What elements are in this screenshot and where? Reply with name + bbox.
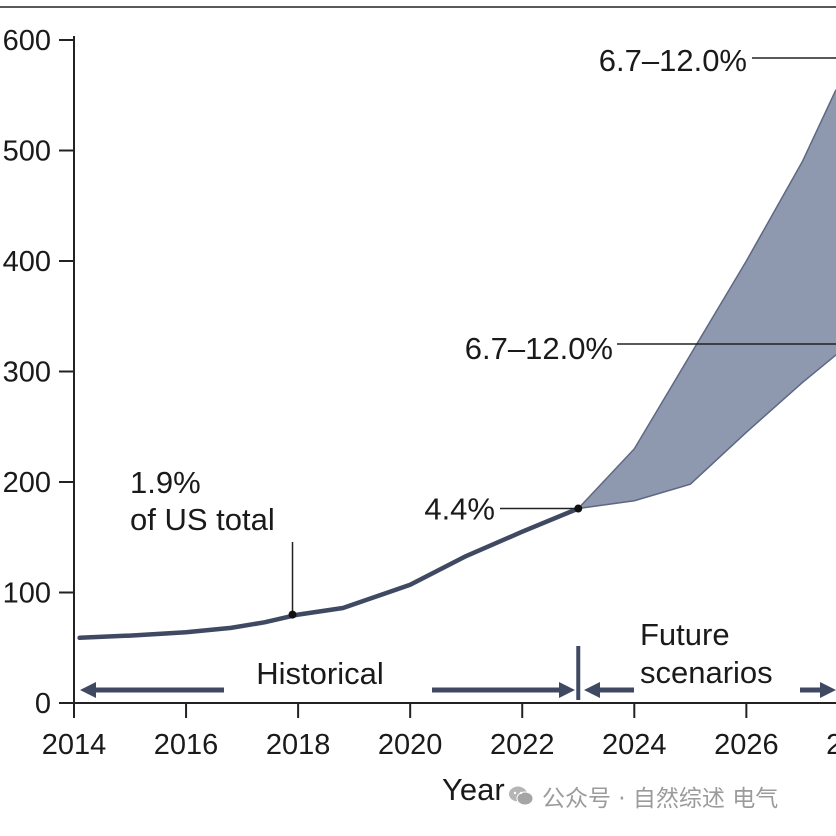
historical-arrow-right-head (559, 682, 575, 698)
y-tick-label: 300 (3, 357, 51, 389)
future-label: scenarios (640, 655, 773, 690)
band-area (578, 89, 836, 509)
y-tick-label: 500 (3, 136, 51, 168)
annotation-point (288, 610, 297, 619)
historical-label: Historical (256, 656, 383, 691)
annotation-point (574, 504, 583, 513)
band-lower-edge (578, 354, 836, 510)
x-tick-label: 2026 (714, 729, 779, 761)
wechat-icon (509, 786, 534, 806)
annotation-label: 1.9% (130, 465, 201, 500)
annotations: 1.9%of US total 4.4% 6.7–12.0% 6.7–12.0% (130, 43, 836, 619)
band-upper-edge (577, 89, 836, 510)
watermark: 公众号 · 自然综述 电气 (508, 780, 778, 812)
future-arrow-right-head (820, 682, 836, 698)
y-tick-label: 100 (3, 578, 51, 610)
y-tick-label: 200 (3, 467, 51, 499)
historical-arrow-left-head (80, 682, 96, 698)
axes: 0 100 200 300 400 500 600 2014 2016 2018 2020 2022 2… (3, 25, 836, 761)
future-arrow-left-head (584, 682, 600, 698)
annotation-label: 6.7–12.0% (599, 43, 747, 78)
y-tick-label: 400 (3, 246, 51, 278)
watermark-text: 公众号 · 自然综述 电气 (542, 786, 779, 812)
x-tick-label: 2022 (490, 729, 555, 761)
annotation-label: of US total (130, 502, 275, 537)
x-tick-label: 2014 (42, 729, 107, 761)
x-tick-label: 2018 (266, 729, 331, 761)
x-tick-label: 2024 (602, 729, 667, 761)
x-axis-title: Year (442, 772, 505, 807)
future-label: Future (640, 617, 730, 652)
historical-series (77, 506, 581, 641)
y-tick-label: 0 (35, 688, 51, 720)
x-tick-label: 2020 (378, 729, 443, 761)
series-line (77, 506, 581, 641)
annotation-label: 4.4% (424, 492, 495, 527)
annotation-label: 6.7–12.0% (465, 331, 613, 366)
x-tick-label: 2016 (154, 729, 219, 761)
scenario-band (577, 89, 836, 510)
y-tick-label: 600 (3, 25, 51, 57)
x-tick-label: 2028 (826, 729, 836, 761)
